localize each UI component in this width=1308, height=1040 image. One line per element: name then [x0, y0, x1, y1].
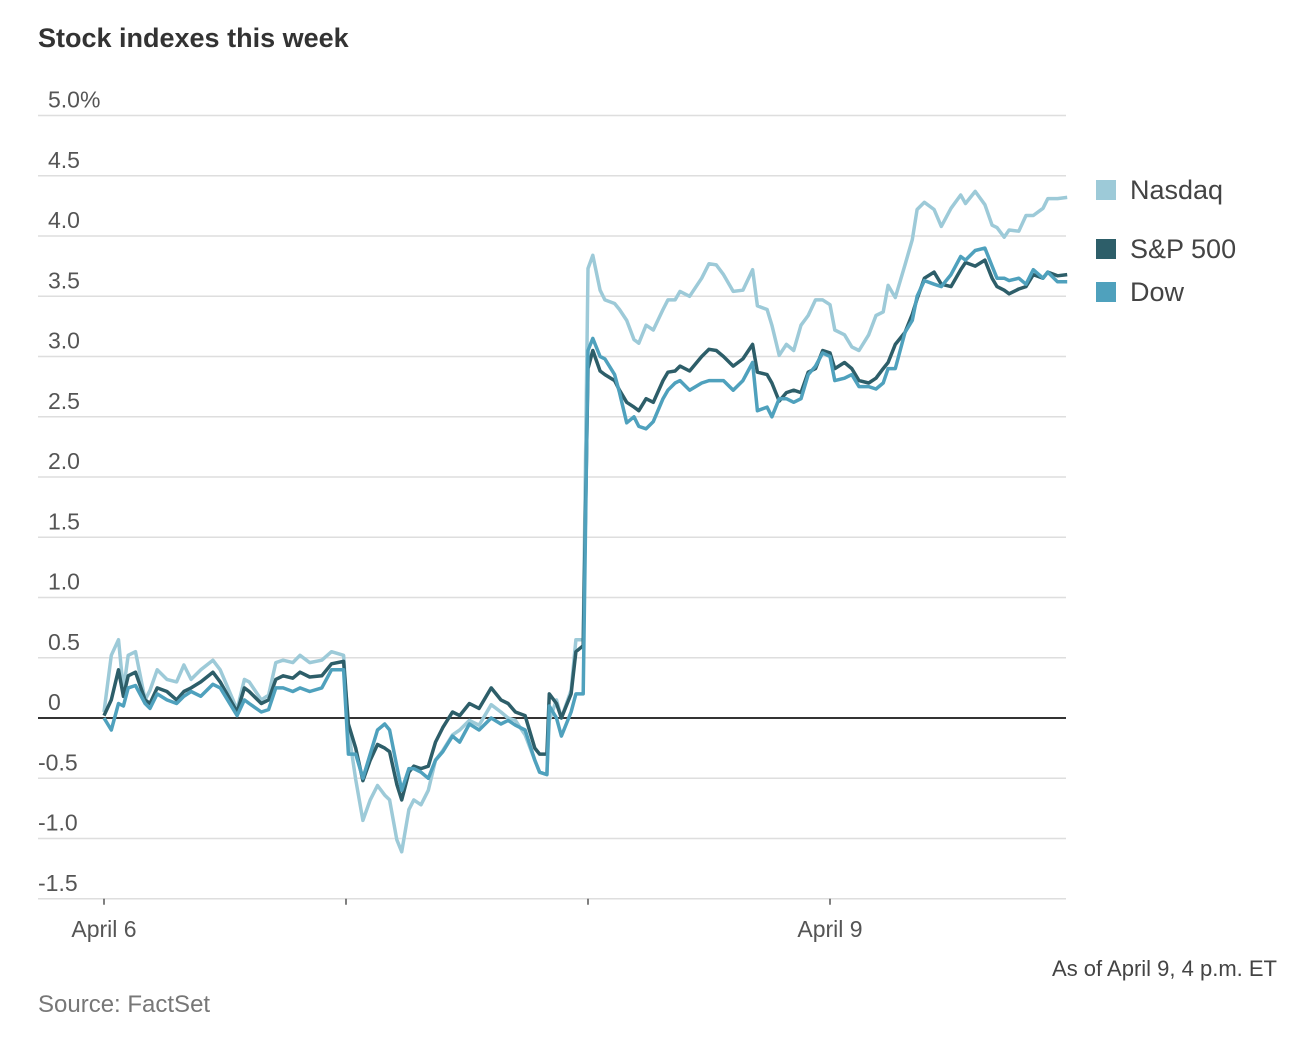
legend-label: Dow: [1130, 277, 1185, 307]
y-tick-label: 5.0%: [48, 87, 100, 113]
series-lines: [102, 189, 1068, 854]
x-tick-label: April 9: [797, 916, 862, 942]
y-tick-label: 3.5: [48, 267, 80, 293]
series-line-dow: [102, 246, 1068, 793]
y-tick-label: -1.5: [38, 870, 78, 896]
y-tick-label: 1.0: [48, 569, 80, 595]
legend-label: Nasdaq: [1130, 175, 1223, 205]
series-line-nasdaq: [102, 189, 1068, 854]
x-tick-label: April 6: [71, 916, 136, 942]
y-tick-label: 4.0: [48, 207, 80, 233]
y-tick-label: 3.0: [48, 328, 80, 354]
y-tick-label: -0.5: [38, 749, 78, 775]
x-axis: April 6 April 9: [71, 898, 863, 942]
legend-label: S&P 500: [1130, 234, 1236, 264]
y-tick-label: 0: [48, 689, 61, 715]
y-tick-label: 0.5: [48, 629, 80, 655]
y-tick-label: 2.5: [48, 388, 80, 414]
gridlines: [38, 114, 1066, 900]
legend-swatch: [1096, 239, 1116, 259]
as-of-note: As of April 9, 4 p.m. ET: [1052, 956, 1277, 981]
y-tick-label: -1.0: [38, 810, 78, 836]
y-tick-label: 1.5: [48, 508, 80, 534]
legend-swatch: [1096, 282, 1116, 302]
y-tick-label: 4.5: [48, 147, 80, 173]
y-tick-label: 2.0: [48, 448, 80, 474]
chart-title: Stock indexes this week: [38, 23, 350, 53]
legend: Nasdaq S&P 500 Dow: [1096, 175, 1236, 307]
source-note: Source: FactSet: [38, 991, 210, 1018]
y-axis-ticks: 5.0% 4.5 4.0 3.5 3.0 2.5 2.0 1.5 1.0 0.5 0 -0.5 -1.0…: [38, 87, 100, 896]
legend-swatch: [1096, 180, 1116, 200]
